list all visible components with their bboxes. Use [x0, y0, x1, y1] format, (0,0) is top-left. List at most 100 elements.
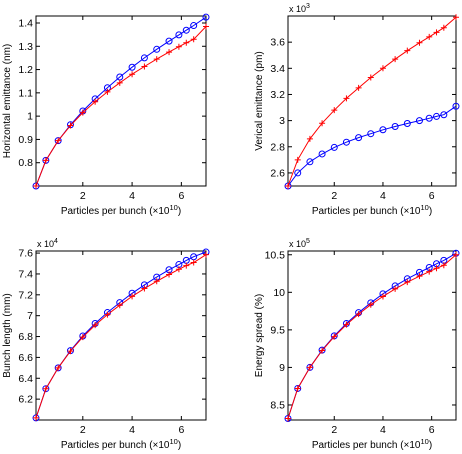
y-tick-label: 7.4: [18, 268, 33, 280]
data-point: [433, 265, 440, 272]
data-point: [343, 95, 350, 102]
y-scale-note: x 104: [37, 238, 58, 249]
data-point: [306, 364, 313, 371]
data-point: [140, 54, 148, 62]
data-point: [294, 156, 301, 163]
x-tick-label: 2: [80, 190, 86, 202]
x-tick-label: 2: [331, 190, 337, 202]
y-tick-label: 3.4: [270, 63, 285, 75]
data-point: [67, 348, 74, 355]
data-point: [129, 293, 136, 300]
data-point: [166, 49, 173, 56]
y-tick-label: 10: [273, 287, 285, 299]
x-tick-label: 6: [178, 190, 184, 202]
y-axis-label: Horizontal emittance (nm): [2, 44, 13, 158]
chart-panel-2: 2 4 6 2.6 2.8 3 3.2 3.4 3.6 x 103 Particles per bu…: [254, 3, 460, 217]
series-line-2: [35, 26, 207, 187]
y-tick-label: 7: [27, 310, 33, 322]
y-tick-label: 6.4: [18, 373, 33, 385]
y-axis-label: Verical emittance (pm): [254, 51, 265, 150]
data-point: [190, 36, 197, 43]
x-tick-label: 6: [429, 424, 435, 436]
data-point: [379, 65, 386, 72]
x-tick-label: 6: [429, 190, 435, 202]
data-point: [202, 13, 210, 21]
y-tick-label: 2.8: [270, 141, 285, 153]
y-tick-label: 10.5: [265, 249, 286, 261]
y-tick-label: 8.5: [270, 399, 285, 411]
data-point: [42, 385, 49, 392]
data-point: [391, 123, 399, 130]
chart-panel-4: 2 4 6 8.5 9 9.5 10 10.5x 105 Particles per bunch…: [254, 238, 460, 451]
y-tick-label: 2.6: [270, 167, 285, 179]
data-point: [183, 262, 190, 269]
data-point: [33, 183, 39, 189]
y-tick-label: 1.2: [18, 64, 33, 76]
data-point: [203, 23, 209, 30]
x-tick-label: 2: [80, 424, 86, 436]
data-point: [55, 137, 62, 144]
series-line-2: [287, 254, 457, 419]
data-point: [79, 109, 86, 116]
data-point: [379, 293, 386, 300]
y-axis-label: Energy spread (%): [254, 294, 265, 377]
data-point: [355, 134, 363, 142]
data-point: [319, 347, 326, 354]
x-axis-label: Particles per bunch (×1010): [312, 203, 432, 217]
data-point: [367, 130, 375, 138]
x-tick-label: 6: [178, 424, 184, 436]
y-tick-label: 7.2: [18, 289, 33, 301]
data-point: [203, 251, 209, 258]
data-point: [129, 71, 136, 78]
data-point: [425, 114, 433, 122]
data-point: [355, 311, 362, 318]
y-tick-label: 6.6: [18, 352, 33, 364]
data-point: [343, 321, 350, 328]
data-point: [453, 14, 459, 21]
data-point: [153, 278, 160, 285]
data-point: [128, 63, 136, 71]
data-point: [67, 122, 74, 129]
x-axis-label: Particles per bunch (×1010): [61, 437, 181, 451]
data-point: [175, 31, 183, 39]
data-point: [318, 150, 326, 158]
data-point: [453, 251, 459, 258]
data-point: [141, 63, 148, 70]
data-point: [190, 22, 198, 30]
data-point: [404, 47, 411, 54]
data-point: [182, 26, 190, 34]
data-point: [175, 266, 182, 273]
data-point: [342, 138, 350, 146]
y-tick-label: 0.8: [18, 157, 33, 169]
data-point: [141, 285, 148, 292]
data-point: [165, 37, 173, 45]
data-point: [330, 143, 338, 151]
data-point: [33, 414, 39, 421]
data-point: [175, 43, 182, 50]
y-tick-label: 6.2: [18, 394, 33, 406]
data-point: [433, 112, 441, 120]
data-point: [104, 88, 111, 95]
data-point: [331, 333, 338, 340]
y-tick-label: 6.8: [18, 331, 33, 343]
data-point: [415, 117, 423, 125]
y-scale-note: x 105: [289, 238, 310, 249]
series-line-2: [287, 16, 457, 187]
data-point: [426, 268, 433, 275]
y-tick-label: 1.1: [18, 87, 33, 99]
data-point: [392, 285, 399, 292]
series-line-1: [287, 105, 457, 187]
x-tick-label: 4: [380, 190, 386, 202]
data-point: [367, 74, 374, 81]
data-point: [355, 84, 362, 91]
data-point: [294, 385, 301, 392]
data-point: [331, 107, 338, 114]
x-axis-label: Particles per bunch (×1010): [312, 437, 432, 451]
axes-frame: [35, 15, 207, 187]
y-tick-label: 1: [27, 111, 33, 123]
axes-frame: [35, 250, 207, 421]
axes-frame: [287, 15, 457, 187]
y-tick-label: 1.3: [18, 41, 33, 53]
data-point: [92, 322, 99, 329]
